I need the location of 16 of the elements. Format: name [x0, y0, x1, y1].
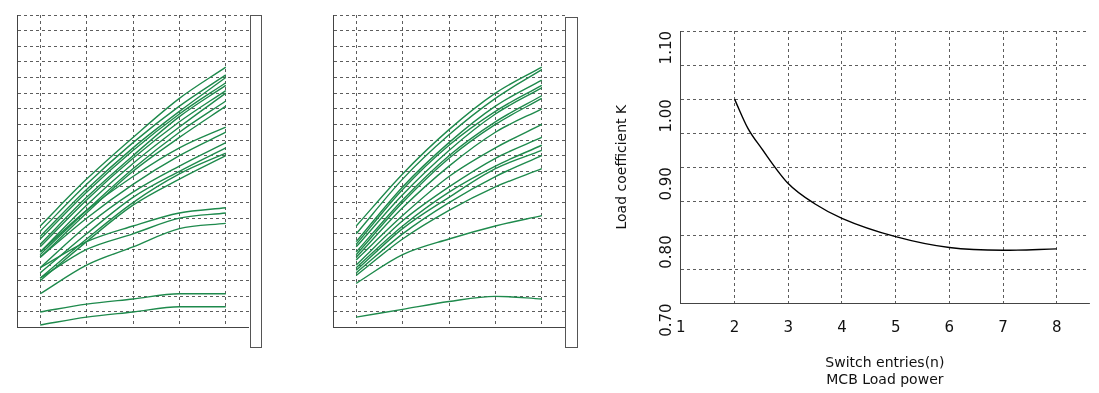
x-tick-label: 6: [944, 318, 955, 337]
y-axis-title: Load coefficient K: [613, 104, 630, 230]
y-tick-label: 0.80: [656, 235, 675, 269]
y-tick-label: 0.90: [656, 167, 675, 201]
y-tick-label: 0.70: [656, 303, 675, 337]
x-tick-label: 8: [1052, 318, 1062, 337]
text: MCB Load power: [826, 371, 944, 388]
x-tick-label: 3: [783, 318, 793, 337]
x-tick-label: 1: [676, 318, 686, 337]
x-tick-label: 4: [837, 318, 847, 337]
y-tick-label: 1.00: [656, 99, 675, 133]
x-tick-label: 5: [890, 318, 901, 337]
x-tick-label: 2: [729, 318, 740, 337]
x-axis-title: Switch entries(n): [825, 354, 945, 371]
y-tick-label: 1.10: [656, 31, 675, 65]
x-tick-label: 7: [998, 318, 1008, 337]
